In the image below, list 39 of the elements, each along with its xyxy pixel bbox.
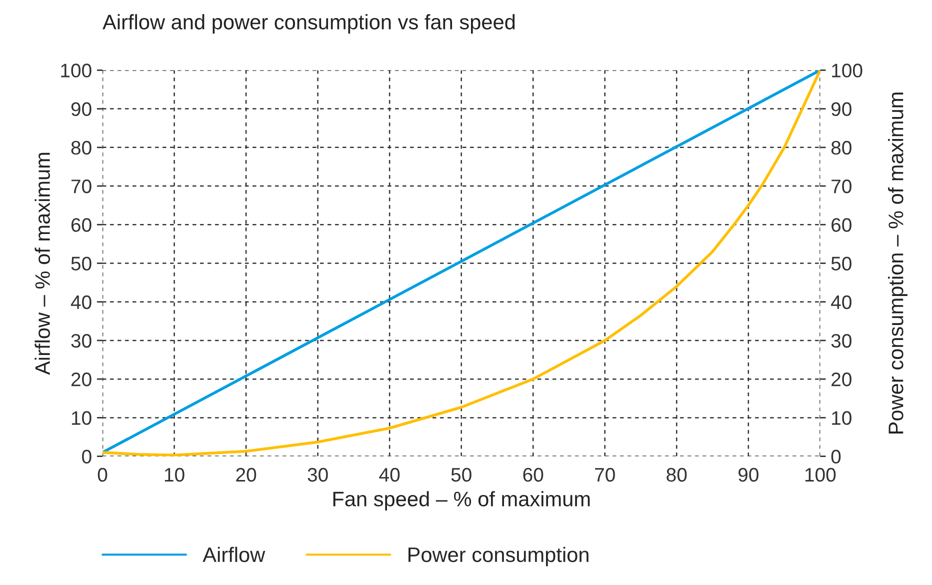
x-tick-label: 40 [379,468,400,482]
x-tick-label: 80 [666,468,687,482]
y2-tick-label: 70 [832,180,852,194]
y2-tick-label: 80 [831,140,852,155]
x-tick-label: 0 [98,468,108,482]
y-tick-label: 30 [71,334,92,348]
y-tick-label: 70 [71,180,92,194]
y2-tick-label: 30 [831,334,852,348]
y2-tick-label: 50 [831,256,852,270]
y-tick-label: 50 [71,256,92,270]
x-tick-label: 10 [164,468,184,482]
x-tick-label: 60 [523,468,544,482]
y2-tick-label: 100 [832,64,862,78]
chart-title: Airflow and power consumption vs fan speed [102,14,515,34]
y-tick-label: 90 [71,102,92,116]
y-tick-label: 20 [71,372,92,386]
x-tick-label: 70 [595,468,615,482]
y-tick-label: 0 [82,450,92,464]
y-tick-label: 40 [70,295,92,310]
y2-tick-label: 20 [832,372,852,386]
legend-label: Power consumption [408,546,588,566]
x-axis-title: Fan speed – % of maximum [333,491,590,511]
x-tick-label: 20 [236,468,256,482]
y-axis-title: Airflow – % of maximum [34,152,50,375]
y-tick-label: 60 [71,218,92,232]
x-tick-label: 100 [805,468,836,482]
y2-axis-title: Power consumption – % of maximum [888,92,908,434]
y2-tick-label: 60 [832,218,852,232]
y-tick-label: 100 [61,64,92,78]
y2-tick-label: 40 [831,295,852,310]
x-tick-label: 50 [451,468,472,482]
x-tick-label: 90 [738,468,758,482]
y2-tick-label: 10 [832,411,852,425]
y-tick-label: 10 [72,411,92,425]
y2-tick-label: 90 [831,102,852,116]
y2-tick-label: 0 [831,450,841,464]
y-tick-label: 80 [71,140,92,155]
x-tick-label: 30 [308,468,328,482]
legend-label: Airflow [202,546,266,562]
